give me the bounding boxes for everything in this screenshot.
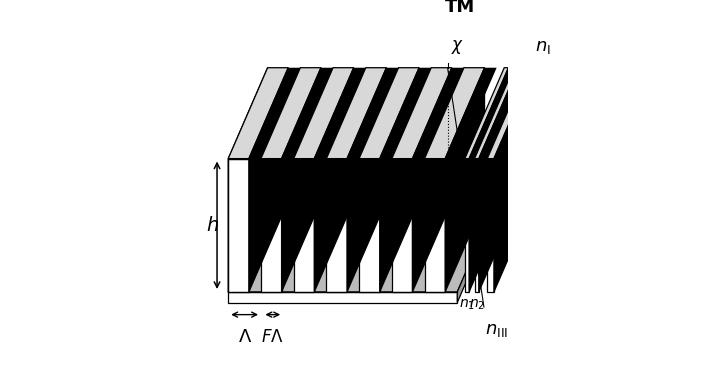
Polygon shape — [228, 68, 268, 292]
Text: $F\Lambda$: $F\Lambda$ — [261, 328, 284, 346]
Polygon shape — [228, 158, 249, 292]
Text: K: K — [457, 71, 470, 89]
Polygon shape — [479, 68, 518, 292]
Text: $n_{\rm I}$: $n_{\rm I}$ — [535, 38, 550, 56]
Text: TE: TE — [401, 74, 425, 92]
Polygon shape — [392, 68, 452, 158]
Polygon shape — [465, 158, 469, 292]
Polygon shape — [228, 68, 288, 158]
Polygon shape — [445, 68, 485, 292]
Polygon shape — [326, 68, 386, 158]
Polygon shape — [314, 68, 353, 292]
Polygon shape — [326, 158, 347, 292]
Polygon shape — [475, 158, 479, 292]
Text: $n_2$: $n_2$ — [468, 298, 485, 312]
Polygon shape — [293, 68, 353, 158]
Polygon shape — [228, 292, 457, 303]
Polygon shape — [487, 68, 533, 158]
Polygon shape — [261, 158, 281, 292]
Polygon shape — [425, 68, 485, 158]
Polygon shape — [359, 68, 419, 158]
Polygon shape — [228, 201, 497, 292]
Text: $n_{\rm III}$: $n_{\rm III}$ — [485, 321, 508, 339]
Text: $n_1$: $n_1$ — [459, 298, 475, 312]
Polygon shape — [228, 68, 497, 292]
Polygon shape — [281, 68, 321, 292]
Polygon shape — [457, 201, 497, 303]
Polygon shape — [425, 158, 445, 292]
Polygon shape — [392, 158, 413, 292]
Polygon shape — [469, 68, 508, 292]
Text: $\Lambda$: $\Lambda$ — [238, 328, 252, 346]
Polygon shape — [359, 158, 380, 292]
Text: TM: TM — [445, 0, 475, 16]
Polygon shape — [487, 158, 494, 292]
Polygon shape — [380, 68, 419, 292]
Text: $\chi$: $\chi$ — [451, 37, 464, 56]
Polygon shape — [465, 68, 508, 158]
Polygon shape — [347, 68, 386, 292]
Polygon shape — [475, 68, 518, 158]
Text: h: h — [206, 216, 218, 235]
Polygon shape — [261, 68, 321, 158]
Polygon shape — [413, 68, 452, 292]
Polygon shape — [293, 158, 314, 292]
Polygon shape — [494, 68, 533, 292]
Polygon shape — [249, 68, 288, 292]
